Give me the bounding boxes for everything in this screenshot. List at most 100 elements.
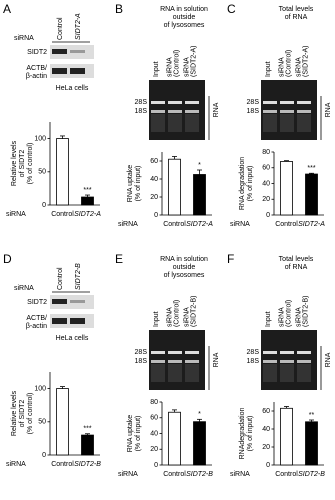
- band: [185, 101, 199, 104]
- lane-label: (SIDT2-B): [190, 296, 197, 328]
- bar: [56, 138, 69, 206]
- y-axis-label: RNA degradation: [239, 157, 246, 210]
- x-tick-label: SIDT2-B: [298, 471, 325, 478]
- gel-label: RNA: [325, 352, 332, 367]
- lane-label: SIDT2-A: [75, 13, 82, 40]
- band: [168, 351, 182, 354]
- panel-letter: F: [227, 252, 234, 266]
- band: [185, 360, 199, 363]
- y-tick-label: 0: [42, 202, 46, 209]
- gel-label: RNA: [213, 352, 220, 367]
- y-tick-label: 0: [154, 212, 158, 219]
- band: [263, 351, 277, 354]
- marker-label: 28S: [135, 99, 148, 106]
- gel-title: outside: [173, 264, 196, 271]
- y-tick-label: 40: [262, 180, 270, 187]
- band: [151, 110, 165, 113]
- lane-label: siRNA: [278, 307, 285, 327]
- x-tick-label: Control: [163, 221, 186, 228]
- marker-label: 18S: [135, 108, 148, 115]
- smear: [297, 364, 311, 382]
- gel-title: of lysosomes: [164, 22, 205, 29]
- smear: [185, 114, 199, 132]
- x-tick-label: Control: [51, 461, 74, 468]
- y-tick-label: 20: [150, 446, 158, 453]
- smear: [263, 114, 277, 132]
- y-tick-label: 0: [266, 462, 270, 469]
- band: [297, 101, 311, 104]
- lane-label: siRNA: [295, 57, 302, 77]
- x-tick-label: SIDT2-A: [186, 221, 213, 228]
- gel-title: of RNA: [285, 14, 308, 21]
- lane-label: siRNA: [295, 307, 302, 327]
- y-axis-label: RNA uptake: [127, 415, 134, 452]
- y-tick-label: 50: [38, 169, 46, 176]
- lane-label: Input: [265, 61, 272, 77]
- x-tick-label: Control: [163, 471, 186, 478]
- bar: [168, 411, 181, 466]
- smear: [263, 364, 277, 382]
- x-tick-label: Control: [51, 211, 74, 218]
- x-axis-label: siRNA: [230, 471, 250, 478]
- smear: [280, 114, 294, 132]
- x-axis-label: siRNA: [6, 211, 26, 218]
- bar: [81, 196, 94, 206]
- band: [151, 101, 165, 104]
- band: [297, 110, 311, 113]
- marker-label: 18S: [135, 358, 148, 365]
- band: [70, 50, 85, 53]
- lane-label: siRNA: [183, 57, 190, 77]
- y-tick-label: 40: [262, 426, 270, 433]
- gel-title: RNA in solution: [160, 256, 208, 263]
- blot-label: ACTB/: [26, 65, 47, 72]
- x-axis-label: siRNA: [230, 221, 250, 228]
- gel-title: of lysosomes: [164, 272, 205, 279]
- bar: [305, 421, 318, 466]
- band: [280, 110, 294, 113]
- blot-label: ACTB/: [26, 315, 47, 322]
- y-tick-label: 0: [42, 452, 46, 459]
- band: [263, 110, 277, 113]
- y-tick-label: 20: [262, 196, 270, 203]
- y-tick-label: 80: [150, 399, 158, 406]
- panel-letter: E: [115, 252, 123, 266]
- gel-title: of RNA: [285, 264, 308, 271]
- lane-label: (Control): [285, 300, 292, 327]
- smear: [297, 114, 311, 132]
- y-tick-label: 0: [154, 462, 158, 469]
- y-axis-label: of SIDT2: [19, 150, 26, 178]
- marker-label: 28S: [247, 349, 260, 356]
- significance: *: [198, 411, 201, 418]
- y-axis-label: RNA uptake: [127, 165, 134, 202]
- band: [297, 351, 311, 354]
- marker-label: 28S: [135, 349, 148, 356]
- bar: [168, 158, 181, 216]
- lane-label: (Control): [173, 50, 180, 77]
- gel-label: RNA: [213, 102, 220, 117]
- y-tick-label: 80: [262, 149, 270, 156]
- lane-label: (SIDT2-A): [302, 46, 309, 78]
- lane-label: Input: [265, 311, 272, 327]
- band: [185, 110, 199, 113]
- lane-prefix: siRNA: [14, 35, 34, 42]
- lane-label: (SIDT2-B): [302, 296, 309, 328]
- gel-title: Total levels: [279, 256, 314, 263]
- y-axis-label: (% of input): [135, 166, 142, 202]
- lane-label: (Control): [173, 300, 180, 327]
- blot-label: SIDT2: [27, 299, 47, 306]
- panel-letter: A: [3, 2, 11, 16]
- x-axis-label: siRNA: [6, 461, 26, 468]
- x-tick-label: Control: [275, 221, 298, 228]
- band: [70, 300, 85, 303]
- gel-title: outside: [173, 14, 196, 21]
- x-tick-label: SIDT2-A: [298, 221, 325, 228]
- band: [185, 351, 199, 354]
- band: [263, 101, 277, 104]
- y-axis-label: RNAdegradation: [239, 408, 246, 460]
- band: [52, 318, 67, 324]
- y-tick-label: 0: [266, 212, 270, 219]
- band: [151, 360, 165, 363]
- lane-label: Control: [57, 17, 64, 40]
- y-tick-label: 20: [150, 194, 158, 201]
